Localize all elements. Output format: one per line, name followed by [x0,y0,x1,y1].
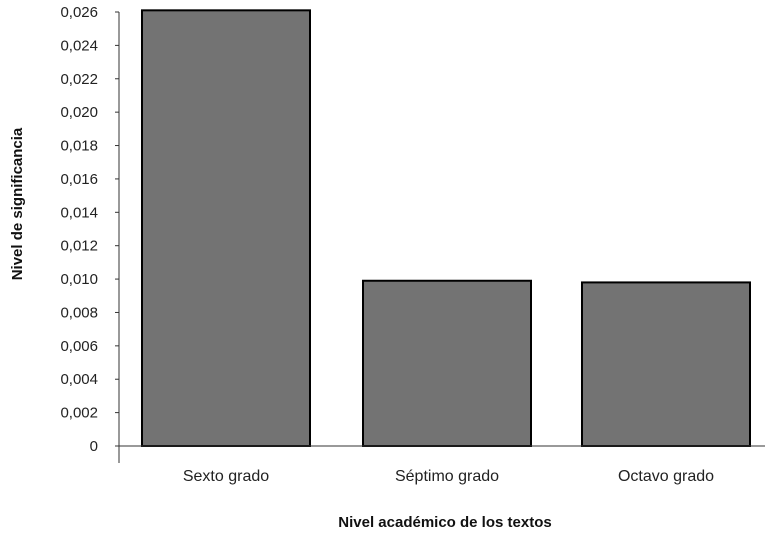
y-tick-label: 0,010 [60,271,98,288]
bar [362,279,532,447]
y-tick-label: 0,022 [60,71,98,88]
y-tick-label: 0,024 [60,37,98,54]
y-tick-label: 0,004 [60,371,98,388]
bar [581,281,751,447]
y-tick-label: 0,008 [60,304,98,321]
y-tick-label: 0 [90,438,98,455]
x-category-label: Octavo grado [618,468,714,485]
y-tick-label: 0,020 [60,104,98,121]
y-axis-title: Nivel de significancia [9,127,26,280]
x-axis-title: Nivel académico de los textos [338,514,551,531]
y-tick-label: 0,002 [60,405,98,422]
y-tick-label: 0,018 [60,138,98,155]
y-tick-label: 0,012 [60,238,98,255]
y-tick-label: 0,016 [60,171,98,188]
x-category-label: Sexto grado [183,468,269,485]
x-category-label: Séptimo grado [395,468,499,485]
bars [141,9,751,447]
y-tick-label: 0,006 [60,338,98,355]
y-tick-label: 0,014 [60,204,98,221]
bar [141,9,311,447]
y-tick-label: 0,026 [60,4,98,21]
x-labels: Sexto grado Séptimo grado Octavo grado [183,468,714,485]
y-ticks: 0 0,002 0,004 0,006 0,008 0,010 0,012 0,014 0,01… [60,4,119,455]
